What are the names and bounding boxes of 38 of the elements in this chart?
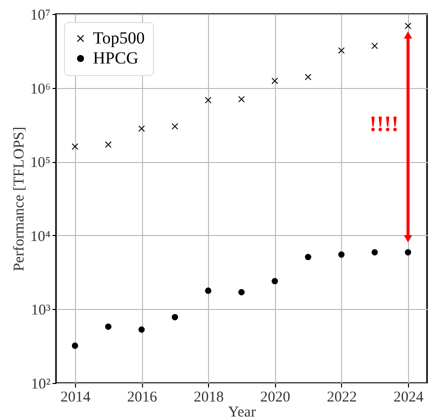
y-axis-title: Performance [TFLOPS] [11, 126, 28, 272]
point [372, 249, 378, 256]
point [172, 123, 178, 130]
point [338, 47, 345, 54]
point [105, 141, 112, 148]
point [138, 125, 145, 132]
point [72, 342, 78, 349]
y-tick-label: 10⁴ [30, 228, 50, 245]
point [304, 254, 312, 260]
x-tick-label: 2014 [60, 390, 91, 406]
point [404, 249, 412, 256]
point [338, 251, 345, 258]
y-tick-label: 10⁶ [30, 81, 50, 98]
x-tick-label: 2020 [260, 390, 290, 406]
y-tick-label: 10³ [31, 302, 51, 319]
legend-label: HPCG [93, 48, 138, 68]
point [205, 288, 212, 294]
point [72, 143, 78, 150]
x-tick-label: 2016 [127, 390, 158, 406]
point [172, 314, 178, 320]
x-axis-title: Year [228, 404, 256, 420]
point [404, 22, 412, 30]
y-tick-label: 10² [31, 376, 51, 392]
point [304, 74, 312, 80]
x-tick-label: 2022 [326, 390, 357, 406]
x-tick-label: 2024 [394, 390, 424, 406]
y-tick-label: 10⁷ [30, 8, 50, 24]
y-tick-label: 10⁵ [30, 155, 50, 172]
point [272, 78, 278, 84]
point [238, 289, 245, 296]
x-tick-label: 2018 [194, 390, 224, 406]
legend-label: Top500 [93, 28, 145, 48]
annotation: !!!! [369, 111, 399, 136]
point [372, 42, 378, 50]
point [205, 97, 212, 104]
point [105, 324, 112, 330]
point [138, 326, 145, 333]
point [272, 278, 278, 284]
